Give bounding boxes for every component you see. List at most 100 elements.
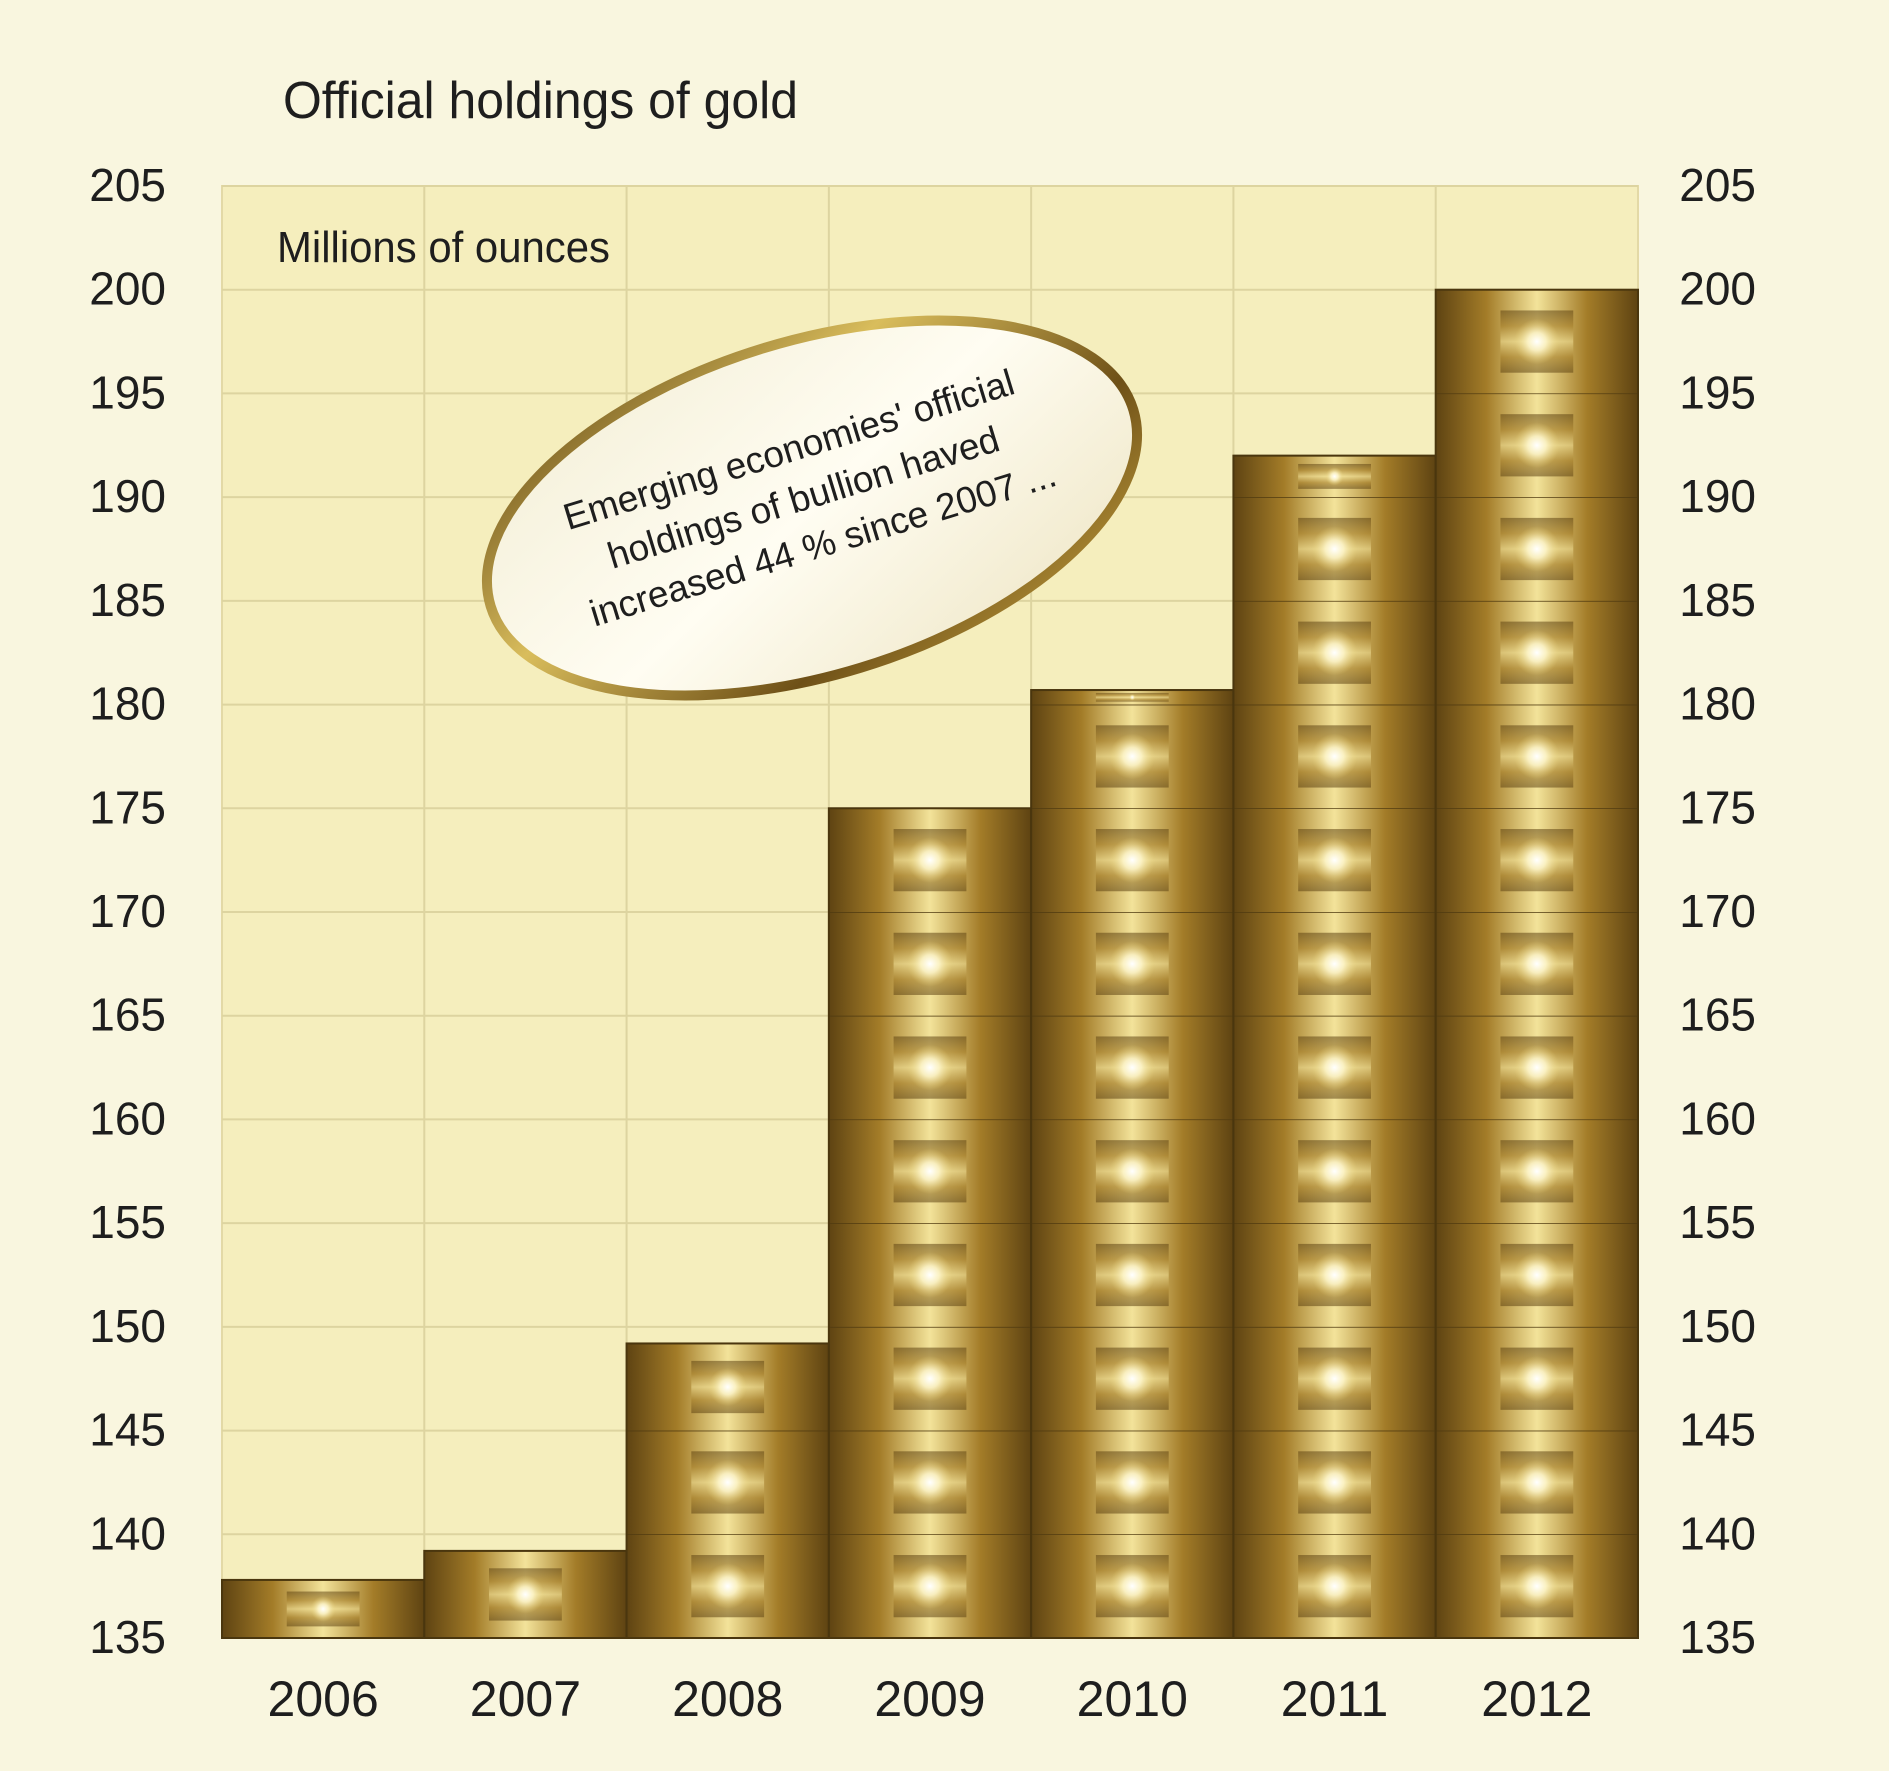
gold-block [1031,689,1234,705]
y-tick-label-right: 190 [1679,470,1756,522]
gold-block [1233,807,1436,912]
bar-2006 [221,1578,426,1640]
bar-2008 [625,1342,830,1639]
x-tick-label: 2006 [268,1671,379,1727]
gold-block [1031,1222,1234,1327]
gold-block-sparkle [1109,1355,1156,1402]
gold-block [1031,1429,1234,1535]
gold-block-sparkle [1311,1044,1358,1091]
annotation-callout: Emerging economies' official holdings of… [481,315,1143,701]
gold-block [1435,807,1638,912]
y-tick-label-right: 200 [1679,263,1756,315]
y-tick-label-right: 155 [1679,1196,1756,1248]
gold-block [1233,1222,1436,1327]
y-tick-label-left: 195 [89,366,166,418]
gold-block [626,1533,829,1638]
gold-block-sparkle [907,1355,953,1402]
gold-block-sparkle [1514,1044,1560,1091]
gold-block-sparkle [1311,629,1358,676]
gold-block-sparkle [506,1575,545,1614]
gold-block [1031,1326,1234,1431]
gold-block-sparkle [1514,1563,1560,1609]
gold-block-sparkle [1325,467,1344,486]
gold-block [1435,911,1638,1016]
gold-block-sparkle [1311,1563,1358,1609]
gold-block [1233,1533,1436,1638]
gold-block-sparkle [1311,1459,1358,1506]
gold-block [1233,911,1436,1016]
gold-block [1435,288,1638,394]
gold-block-sparkle [1311,1355,1358,1402]
gold-block-sparkle [1109,1148,1156,1195]
y-tick-label-right: 195 [1679,366,1756,418]
gold-block [1233,496,1436,601]
gold-block-sparkle [1311,941,1358,987]
gold-block [1233,1326,1436,1431]
bar-2010 [1030,689,1235,1639]
y-tick-label-right: 135 [1679,1611,1756,1663]
gold-block [1435,600,1638,705]
y-tick-label-left: 200 [89,263,166,315]
gold-block [1031,807,1234,912]
x-axis: 2006 2007 2008 2009 2010 2011 2012 [268,1671,1593,1727]
gold-block-sparkle [1514,1459,1560,1506]
bar-2011 [1232,454,1437,1640]
y-tick-label-right: 140 [1679,1507,1756,1559]
x-tick-label: 2010 [1077,1671,1188,1727]
y-axis-unit-label: Millions of ounces [277,223,610,272]
y-tick-label-left: 185 [89,574,166,626]
gold-block [626,1342,829,1431]
gold-block-sparkle [1311,1148,1358,1195]
x-tick-label: 2008 [672,1671,783,1727]
gold-block-sparkle [1109,941,1156,987]
y-tick-label-left: 150 [89,1300,166,1352]
y-tick-label-right: 145 [1679,1404,1756,1456]
gold-block [222,1579,425,1638]
y-tick-label-right: 165 [1679,989,1756,1041]
y-tick-label-left: 170 [89,885,166,937]
gold-block [1435,1533,1638,1638]
gold-block-sparkle [1109,1252,1156,1298]
gold-block-sparkle [1514,941,1560,987]
y-axis-left: 135 140 145 150 155 160 165 170 175 180 185 190 195 2… [89,159,166,1663]
gold-block-sparkle [1514,422,1560,469]
gold-block [424,1550,627,1638]
gold-block [828,1222,1032,1327]
gold-block-sparkle [1514,1148,1560,1195]
x-tick-label: 2009 [874,1671,985,1727]
gold-block-sparkle [1109,837,1156,883]
x-tick-label: 2007 [470,1671,581,1727]
bar-outline [1434,288,1639,1640]
gold-block [1031,1014,1234,1120]
gold-block [828,911,1032,1016]
y-tick-label-right: 205 [1679,159,1756,211]
gold-block-sparkle [1109,1563,1156,1609]
gold-block [1031,1118,1234,1224]
gold-block-sparkle [1514,1355,1560,1402]
gold-block [828,1429,1032,1535]
gold-block-sparkle [310,1596,336,1622]
gold-block-sparkle [907,1563,953,1609]
gold-block [1233,1014,1436,1120]
gold-block [1435,1118,1638,1224]
gold-block-sparkle [704,1459,751,1506]
y-tick-label-right: 185 [1679,574,1756,626]
y-tick-label-left: 135 [89,1611,166,1663]
gold-block-sparkle [1514,733,1560,780]
y-tick-label-left: 190 [89,470,166,522]
chart-title: Official holdings of gold [283,72,798,130]
gold-block [626,1429,829,1535]
gold-block [1435,1014,1638,1120]
gold-block-sparkle [1109,1044,1156,1091]
gold-block [1435,703,1638,809]
y-tick-label-left: 175 [89,781,166,833]
y-tick-label-right: 170 [1679,885,1756,937]
bars [221,288,1639,1640]
y-tick-label-left: 180 [89,678,166,730]
gold-block [828,1326,1032,1431]
gold-block-sparkle [1514,1252,1560,1298]
gold-block-sparkle [907,1044,953,1091]
gold-block-sparkle [907,837,953,883]
gold-block-sparkle [1514,629,1560,676]
gold-block [828,1533,1032,1638]
